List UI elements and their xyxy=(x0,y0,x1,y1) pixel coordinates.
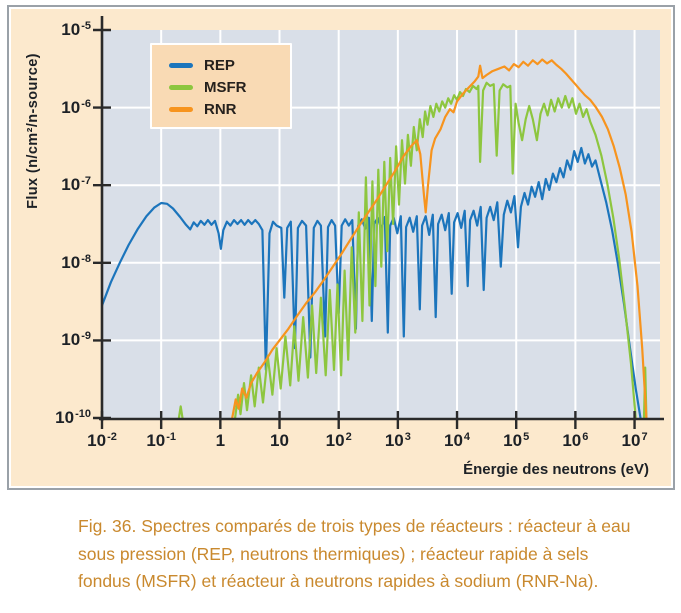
x-tick-1: 1 xyxy=(215,431,226,450)
x-tick-103: 103 xyxy=(384,431,411,450)
x-tick-107: 107 xyxy=(621,431,648,450)
y-tick-10-7: 10-7 xyxy=(61,175,91,195)
msfr-line-swatch xyxy=(169,84,193,90)
y-tick-10-5: 10-5 xyxy=(61,20,91,39)
legend-item-msfr: MSFR xyxy=(152,76,290,98)
x-tick-10: 10 xyxy=(270,431,289,450)
rep-line-swatch xyxy=(169,62,193,68)
y-tick-10-10: 10-10 xyxy=(55,408,91,427)
x-tick-102: 102 xyxy=(325,431,352,450)
legend-label-rep: REP xyxy=(204,56,235,74)
x-tick-10-1: 10-1 xyxy=(146,431,177,450)
figure-caption: Fig. 36. Spectres comparés de trois type… xyxy=(78,516,631,591)
legend-item-rep: REP xyxy=(152,54,290,76)
legend-label-rnr: RNR xyxy=(204,100,237,118)
legend: REP MSFR RNR xyxy=(150,43,292,129)
y-tick-10-6: 10-6 xyxy=(61,97,91,117)
x-tick-106: 106 xyxy=(562,431,589,450)
y-tick-10-9: 10-9 xyxy=(61,330,91,350)
legend-label-msfr: MSFR xyxy=(204,78,247,96)
x-tick-104: 104 xyxy=(444,431,471,450)
rnr-line-swatch xyxy=(169,106,193,112)
y-tick-10-8: 10-8 xyxy=(61,252,91,272)
legend-item-rnr: RNR xyxy=(152,98,290,120)
x-tick-10-2: 10-2 xyxy=(87,431,117,450)
x-tick-105: 105 xyxy=(503,431,530,450)
x-axis-label: Énergie des neutrons (eV) xyxy=(463,461,649,478)
figure-panel xyxy=(7,5,675,490)
